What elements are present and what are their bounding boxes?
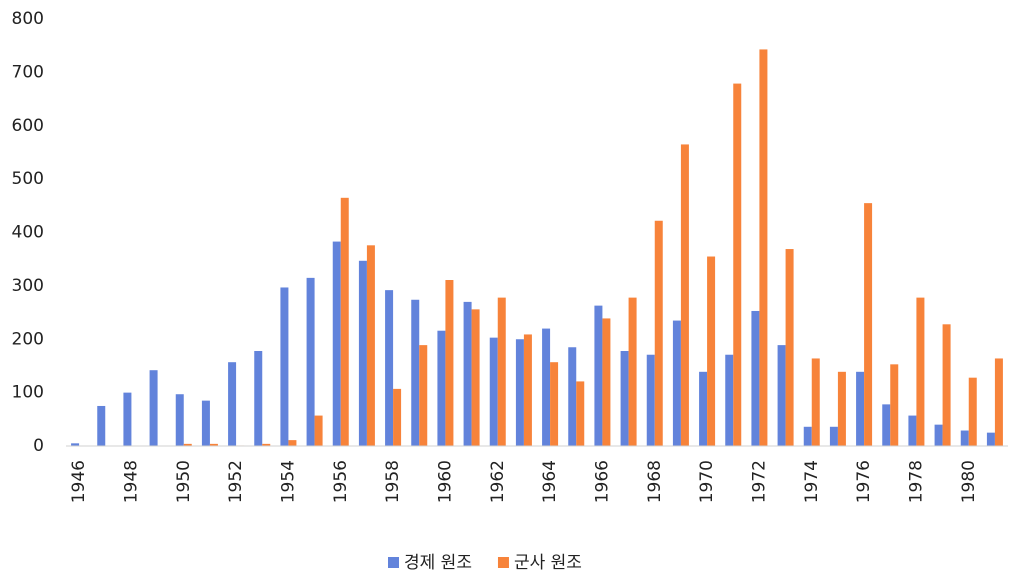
bar <box>803 426 812 446</box>
bar <box>908 415 917 446</box>
x-tick-label: 1976 <box>854 460 874 503</box>
bar <box>385 290 394 446</box>
y-tick-label: 100 <box>12 383 44 403</box>
bar <box>602 318 611 446</box>
bar <box>280 287 289 446</box>
bar <box>829 426 838 446</box>
bar <box>916 297 925 446</box>
bar <box>358 260 367 446</box>
bar <box>856 371 865 446</box>
bar <box>672 320 681 446</box>
bar <box>411 299 420 446</box>
bar <box>759 49 768 446</box>
x-tick-label: 1954 <box>278 460 298 503</box>
bar <box>628 297 637 446</box>
legend-label: 경제 원조 <box>404 553 472 573</box>
bar <box>680 144 689 446</box>
x-tick-label: 1968 <box>645 460 665 503</box>
y-tick-label: 300 <box>12 276 44 296</box>
bar <box>934 424 943 446</box>
x-tick-label: 1974 <box>802 460 822 503</box>
bar <box>149 370 158 446</box>
bar <box>97 405 106 446</box>
bar <box>960 430 969 446</box>
y-tick-label: 700 <box>12 62 44 82</box>
bar <box>882 404 891 446</box>
bar <box>725 354 734 446</box>
bar <box>994 358 1003 446</box>
bar <box>123 392 132 446</box>
x-tick-label: 1966 <box>592 460 612 503</box>
y-tick-label: 600 <box>12 116 44 136</box>
x-tick-label: 1972 <box>749 460 769 503</box>
bar <box>71 443 80 446</box>
bar <box>340 197 349 446</box>
bar <box>471 309 480 446</box>
bar <box>707 256 716 446</box>
bar <box>751 310 760 446</box>
legend-label: 군사 원조 <box>514 553 582 573</box>
y-tick-label: 500 <box>12 169 44 189</box>
bar <box>523 334 532 446</box>
bar <box>986 432 995 446</box>
x-tick-label: 1952 <box>226 460 246 503</box>
bar <box>437 330 446 446</box>
y-tick-label: 400 <box>12 223 44 243</box>
bar <box>654 220 663 446</box>
legend-swatch <box>497 557 509 568</box>
bar <box>489 337 498 446</box>
bar <box>393 388 402 446</box>
bar <box>699 371 708 446</box>
bar <box>837 371 846 446</box>
bar <box>419 345 428 446</box>
y-tick-label: 800 <box>12 9 44 29</box>
x-tick-label: 1956 <box>331 460 351 503</box>
bar <box>646 354 655 446</box>
bar <box>463 301 472 446</box>
bar <box>550 362 559 446</box>
y-tick-label: 200 <box>12 329 44 349</box>
bar <box>568 347 577 446</box>
bar <box>942 324 951 446</box>
bar <box>542 328 551 446</box>
bar <box>445 280 454 446</box>
bar <box>811 358 820 446</box>
bar <box>864 203 873 446</box>
bar <box>576 381 585 446</box>
bar <box>288 440 297 446</box>
y-tick-label: 0 <box>33 436 44 456</box>
bar <box>314 415 323 446</box>
bar <box>890 364 899 446</box>
bar <box>209 443 218 446</box>
bar <box>366 245 375 446</box>
bar <box>175 394 184 446</box>
legend-swatch <box>388 557 399 568</box>
x-tick-label: 1946 <box>69 460 89 503</box>
bar <box>620 350 629 446</box>
bar <box>254 350 263 446</box>
x-tick-label: 1962 <box>488 460 508 503</box>
bar <box>262 443 271 446</box>
bar <box>228 362 237 446</box>
x-tick-label: 1958 <box>383 460 403 503</box>
bar <box>594 305 603 446</box>
x-tick-label: 1950 <box>174 460 194 503</box>
bar <box>306 277 315 446</box>
bar <box>201 400 210 446</box>
x-tick-label: 1970 <box>697 460 717 503</box>
bar <box>733 83 742 447</box>
bar <box>515 339 524 446</box>
x-tick-label: 1980 <box>959 460 979 503</box>
bar <box>497 297 506 446</box>
bar <box>183 443 192 446</box>
x-tick-label: 1960 <box>435 460 455 503</box>
bar <box>777 345 786 446</box>
bar <box>968 377 977 446</box>
x-tick-label: 1978 <box>906 460 926 503</box>
bar <box>785 249 794 446</box>
bar <box>332 241 341 446</box>
x-tick-label: 1948 <box>121 460 141 503</box>
x-tick-label: 1964 <box>540 460 560 503</box>
